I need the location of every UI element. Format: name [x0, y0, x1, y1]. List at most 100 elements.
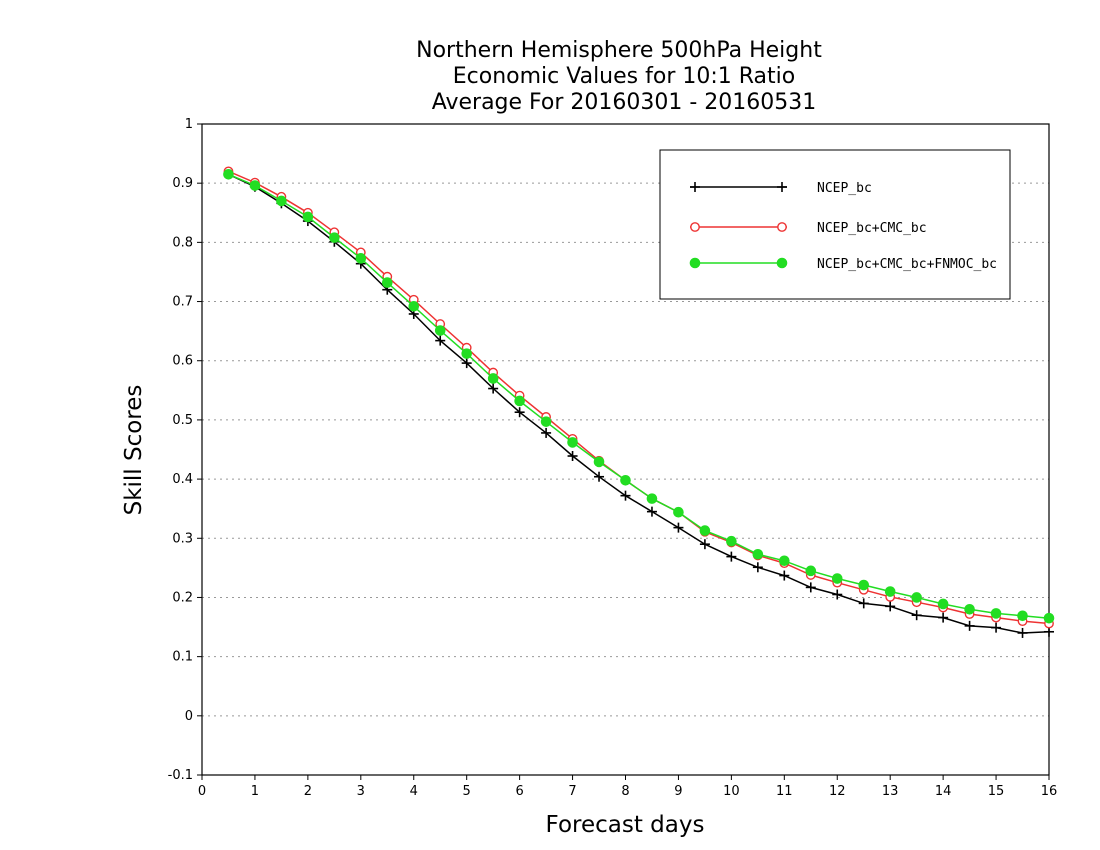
y-tick-label: 0.9	[172, 176, 193, 191]
axes: -0.100.10.20.30.40.50.60.70.80.910 1 2 3 4 5 6…	[168, 117, 1058, 799]
data-point	[964, 603, 975, 615]
data-point	[673, 506, 684, 518]
data-point	[1017, 610, 1028, 622]
data-point	[831, 573, 843, 584]
legend-box	[659, 149, 1011, 300]
legend-label: NCEP_bc	[817, 181, 872, 196]
data-point	[752, 562, 763, 573]
series-3	[223, 169, 1055, 624]
data-point	[1044, 626, 1054, 637]
x-tick-label: 5	[463, 784, 471, 799]
data-point	[567, 437, 578, 448]
data-point	[1017, 627, 1028, 638]
data-point	[249, 180, 261, 191]
series-line	[228, 173, 1050, 634]
x-tick-label: 0	[198, 784, 206, 799]
data-point	[779, 570, 790, 581]
x-tick-label: 6	[515, 784, 523, 799]
x-tick-label: 4	[410, 784, 418, 799]
data-point	[594, 471, 605, 482]
x-tick-label: 2	[304, 784, 312, 799]
data-point	[620, 474, 631, 486]
x-tick-label: 12	[829, 784, 846, 799]
data-point	[487, 373, 499, 384]
data-point	[223, 169, 234, 180]
y-tick-label: 0.4	[172, 472, 193, 487]
x-tick-label: 15	[988, 784, 1005, 799]
legend-label: NCEP_bc+CMC_bc+FNMOC_bc	[817, 257, 997, 272]
legend-entries: NCEP_bc NCEP_bc+CMC_bc NCEP_bc+CMC_bc+FNMO…	[689, 181, 997, 272]
data-point	[699, 525, 711, 536]
x-tick-label: 14	[935, 784, 952, 799]
data-point	[646, 506, 657, 517]
legend-marker	[689, 257, 701, 269]
data-point	[646, 493, 658, 504]
data-point	[276, 195, 287, 207]
x-tick-label: 7	[568, 784, 576, 799]
data-point	[461, 358, 472, 369]
data-point	[779, 555, 790, 567]
legend-marker	[690, 182, 700, 192]
data-point	[302, 211, 314, 223]
data-point	[805, 565, 817, 577]
data-point	[461, 348, 472, 359]
legend: NCEP_bc NCEP_bc+CMC_bc NCEP_bc+CMC_bc+FNMO…	[659, 149, 1011, 300]
data-point	[885, 601, 896, 612]
series-1	[223, 169, 1054, 638]
data-point	[620, 490, 631, 501]
series	[223, 166, 1055, 638]
x-tick-label: 13	[882, 784, 899, 799]
data-point	[726, 535, 737, 547]
data-point	[514, 407, 525, 418]
data-point	[329, 232, 340, 243]
x-tick-label: 11	[776, 784, 793, 799]
y-tick-label: 0.1	[172, 650, 193, 665]
y-tick-label: 0.3	[172, 531, 193, 546]
y-axis-title: Skill Scores	[121, 385, 147, 516]
data-point	[514, 395, 525, 407]
data-point	[408, 300, 420, 312]
legend-marker	[776, 257, 788, 269]
data-point	[964, 620, 975, 631]
data-point	[434, 325, 446, 336]
data-point	[435, 335, 446, 346]
data-point	[726, 551, 737, 562]
legend-entry-3: NCEP_bc+CMC_bc+FNMOC_bc	[689, 257, 997, 272]
data-point	[832, 589, 843, 600]
x-tick-label: 8	[621, 784, 629, 799]
data-point	[541, 427, 552, 438]
x-tick-label: 9	[674, 784, 682, 799]
title-line-3: Average For 20160301 - 20160531	[432, 90, 817, 115]
y-tick-label: 0.5	[172, 413, 193, 428]
legend-entry-2: NCEP_bc+CMC_bc	[690, 221, 927, 236]
x-axis-title: Forecast days	[546, 812, 705, 838]
y-tick-label: -0.1	[168, 768, 193, 783]
y-tick-label: 0.8	[172, 235, 193, 250]
data-point	[699, 539, 710, 550]
data-point	[752, 548, 764, 560]
data-point	[937, 598, 949, 610]
data-point	[593, 456, 605, 468]
legend-label: NCEP_bc+CMC_bc	[817, 221, 927, 236]
data-point	[858, 598, 869, 609]
data-point	[858, 579, 870, 591]
y-tick-label: 1	[185, 117, 193, 132]
data-point	[567, 451, 578, 462]
data-point	[805, 582, 816, 593]
data-point	[911, 610, 922, 621]
chart-title: Northern Hemisphere 500hPa Height Econom…	[416, 38, 822, 115]
data-point	[488, 383, 499, 394]
data-point	[673, 522, 684, 533]
data-point	[355, 253, 367, 264]
y-tick-label: 0.6	[172, 354, 193, 369]
y-tick-label: 0.7	[172, 295, 193, 310]
data-point	[938, 612, 949, 623]
x-tick-label: 3	[357, 784, 365, 799]
data-point	[884, 586, 896, 597]
data-point	[1043, 612, 1055, 624]
data-point	[991, 622, 1002, 633]
title-line-1: Northern Hemisphere 500hPa Height	[416, 38, 822, 63]
legend-marker	[777, 182, 787, 192]
legend-marker	[777, 222, 787, 232]
